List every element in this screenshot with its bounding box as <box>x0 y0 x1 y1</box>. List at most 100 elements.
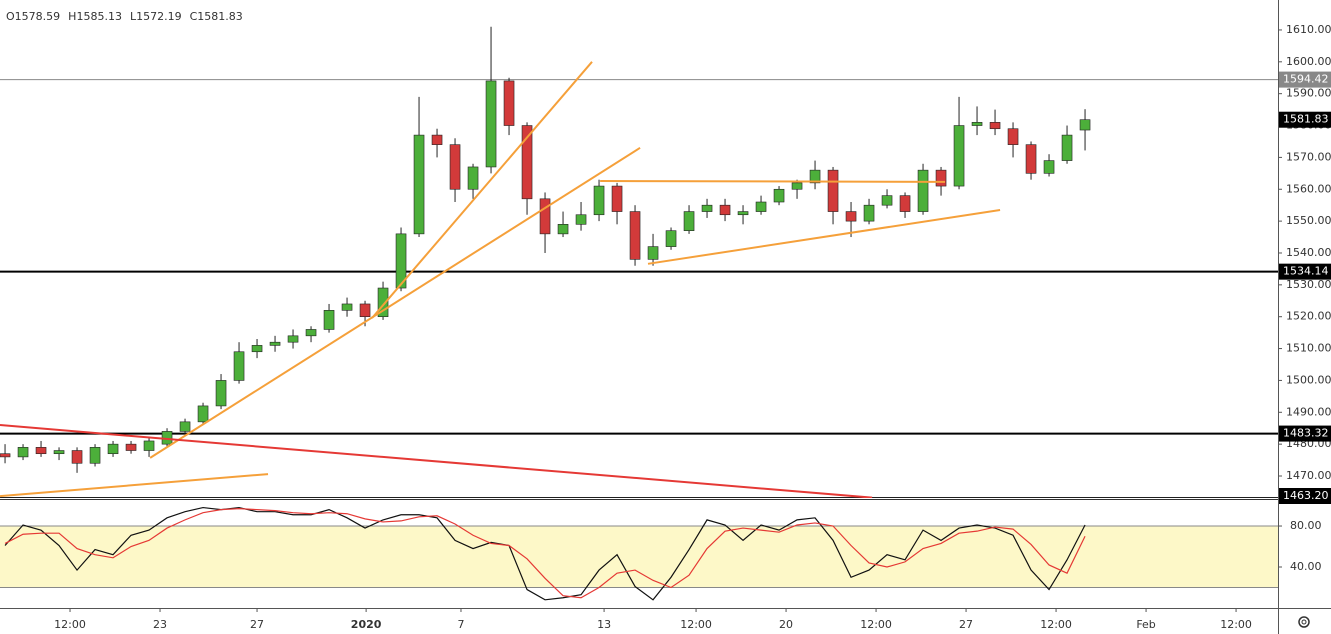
candle-body <box>1043 160 1055 174</box>
candle-body <box>467 166 479 190</box>
candle-body <box>755 201 767 212</box>
candle-body <box>1061 134 1073 161</box>
candle-body <box>233 351 245 381</box>
candle-body <box>791 182 803 190</box>
oscillator-band <box>0 526 1278 588</box>
candle-body <box>215 380 227 407</box>
x-tick-label: 27 <box>250 618 264 631</box>
candle-body <box>503 80 515 126</box>
candle-body <box>449 144 461 190</box>
price-plot <box>0 26 1278 498</box>
candle-body <box>593 185 605 216</box>
x-tick-label: 12:00 <box>1220 618 1252 631</box>
x-tick-label: 2020 <box>351 618 382 631</box>
candle-body <box>179 421 191 432</box>
candle-body <box>971 122 983 126</box>
y-tick-label: 1560.00 <box>1286 182 1331 195</box>
candle-body <box>1007 128 1019 145</box>
x-tick-label: 12:00 <box>680 618 712 631</box>
x-tick-label: Feb <box>1136 618 1155 631</box>
oscillator-plot <box>0 506 1278 601</box>
candle-body <box>251 345 263 353</box>
candle-body <box>71 450 83 464</box>
candle-body <box>719 204 731 216</box>
y-tick-label: 1490.00 <box>1286 405 1331 418</box>
candle-body <box>773 188 785 203</box>
trend-line <box>647 208 1001 265</box>
y-tick-label: 1550.00 <box>1286 214 1331 227</box>
candle-body <box>863 204 875 222</box>
candle-body <box>341 303 353 311</box>
candle-body <box>89 447 101 464</box>
y-tick-label: 1520.00 <box>1286 310 1331 323</box>
candle-body <box>737 211 749 216</box>
price-tag-label: 1594.42 <box>1283 73 1329 86</box>
candle-body <box>287 335 299 343</box>
candle-body <box>629 211 641 260</box>
candle-body <box>17 447 29 458</box>
y-tick-label: 40.00 <box>1290 560 1322 573</box>
candle-body <box>359 303 371 318</box>
candle-body <box>845 211 857 222</box>
y-tick-label: 1500.00 <box>1286 373 1331 386</box>
ohlc-label: O <box>6 10 15 23</box>
ohlc-value: 1578.59 <box>15 10 61 23</box>
trend-line <box>149 146 641 459</box>
candle-body <box>107 443 119 455</box>
y-tick-label: 1600.00 <box>1286 55 1331 68</box>
trend-line <box>371 61 593 319</box>
y-tick-label: 1610.00 <box>1286 23 1331 36</box>
ohlc-header: O1578.59 H1585.13 L1572.19 C1581.83 <box>6 10 243 23</box>
candle-body <box>935 169 947 187</box>
candle-body <box>1079 119 1091 131</box>
candle-body <box>305 329 317 337</box>
ohlc-label: H <box>68 10 76 23</box>
candle-body <box>143 440 155 451</box>
candle-body <box>269 341 281 346</box>
candle-body <box>881 195 893 206</box>
candle-body <box>431 134 443 145</box>
candle-body <box>953 125 965 187</box>
y-tick-label: 1540.00 <box>1286 246 1331 259</box>
ohlc-label: C <box>190 10 198 23</box>
y-tick-label: 80.00 <box>1290 519 1322 532</box>
price-tag-label: 1534.14 <box>1283 265 1329 278</box>
candle-body <box>197 405 209 423</box>
candle-body <box>125 443 137 451</box>
candle-body <box>701 204 713 212</box>
candle-body <box>413 134 425 235</box>
candle-body <box>377 287 389 318</box>
price-tag <box>1279 71 1331 88</box>
candle-body <box>53 450 65 455</box>
settings-icon[interactable] <box>1298 616 1310 628</box>
candle-body <box>0 453 11 458</box>
y-tick-label: 1590.00 <box>1286 87 1331 100</box>
ohlc-value: 1581.83 <box>197 10 243 23</box>
ohlc-value: 1585.13 <box>76 10 122 23</box>
y-tick-label: 1470.00 <box>1286 469 1331 482</box>
trend-line <box>0 424 873 498</box>
price-tag-label: 1463.20 <box>1283 489 1329 502</box>
candle-body <box>557 224 569 235</box>
trend-line <box>600 179 946 183</box>
x-tick-label: 7 <box>457 618 464 631</box>
price-tag-label: 1483.32 <box>1283 427 1329 440</box>
price-tag <box>1279 263 1331 280</box>
y-tick-label: 1530.00 <box>1286 278 1331 291</box>
x-tick-label: 13 <box>597 618 611 631</box>
candle-body <box>575 214 587 225</box>
ohlc-value: 1572.19 <box>136 10 182 23</box>
candle-body <box>323 310 335 330</box>
price-tag <box>1279 425 1331 442</box>
candle-body <box>539 198 551 235</box>
oscillator-line <box>4 508 1086 599</box>
candle-body <box>1025 144 1037 174</box>
x-tick-label: 20 <box>779 618 793 631</box>
candle-body <box>989 122 1001 130</box>
x-tick-label: 12:00 <box>54 618 86 631</box>
price-tag <box>1279 111 1331 128</box>
candle-body <box>611 185 623 212</box>
candle-body <box>809 169 821 184</box>
x-tick-label: 12:00 <box>860 618 892 631</box>
x-tick-label: 27 <box>959 618 973 631</box>
